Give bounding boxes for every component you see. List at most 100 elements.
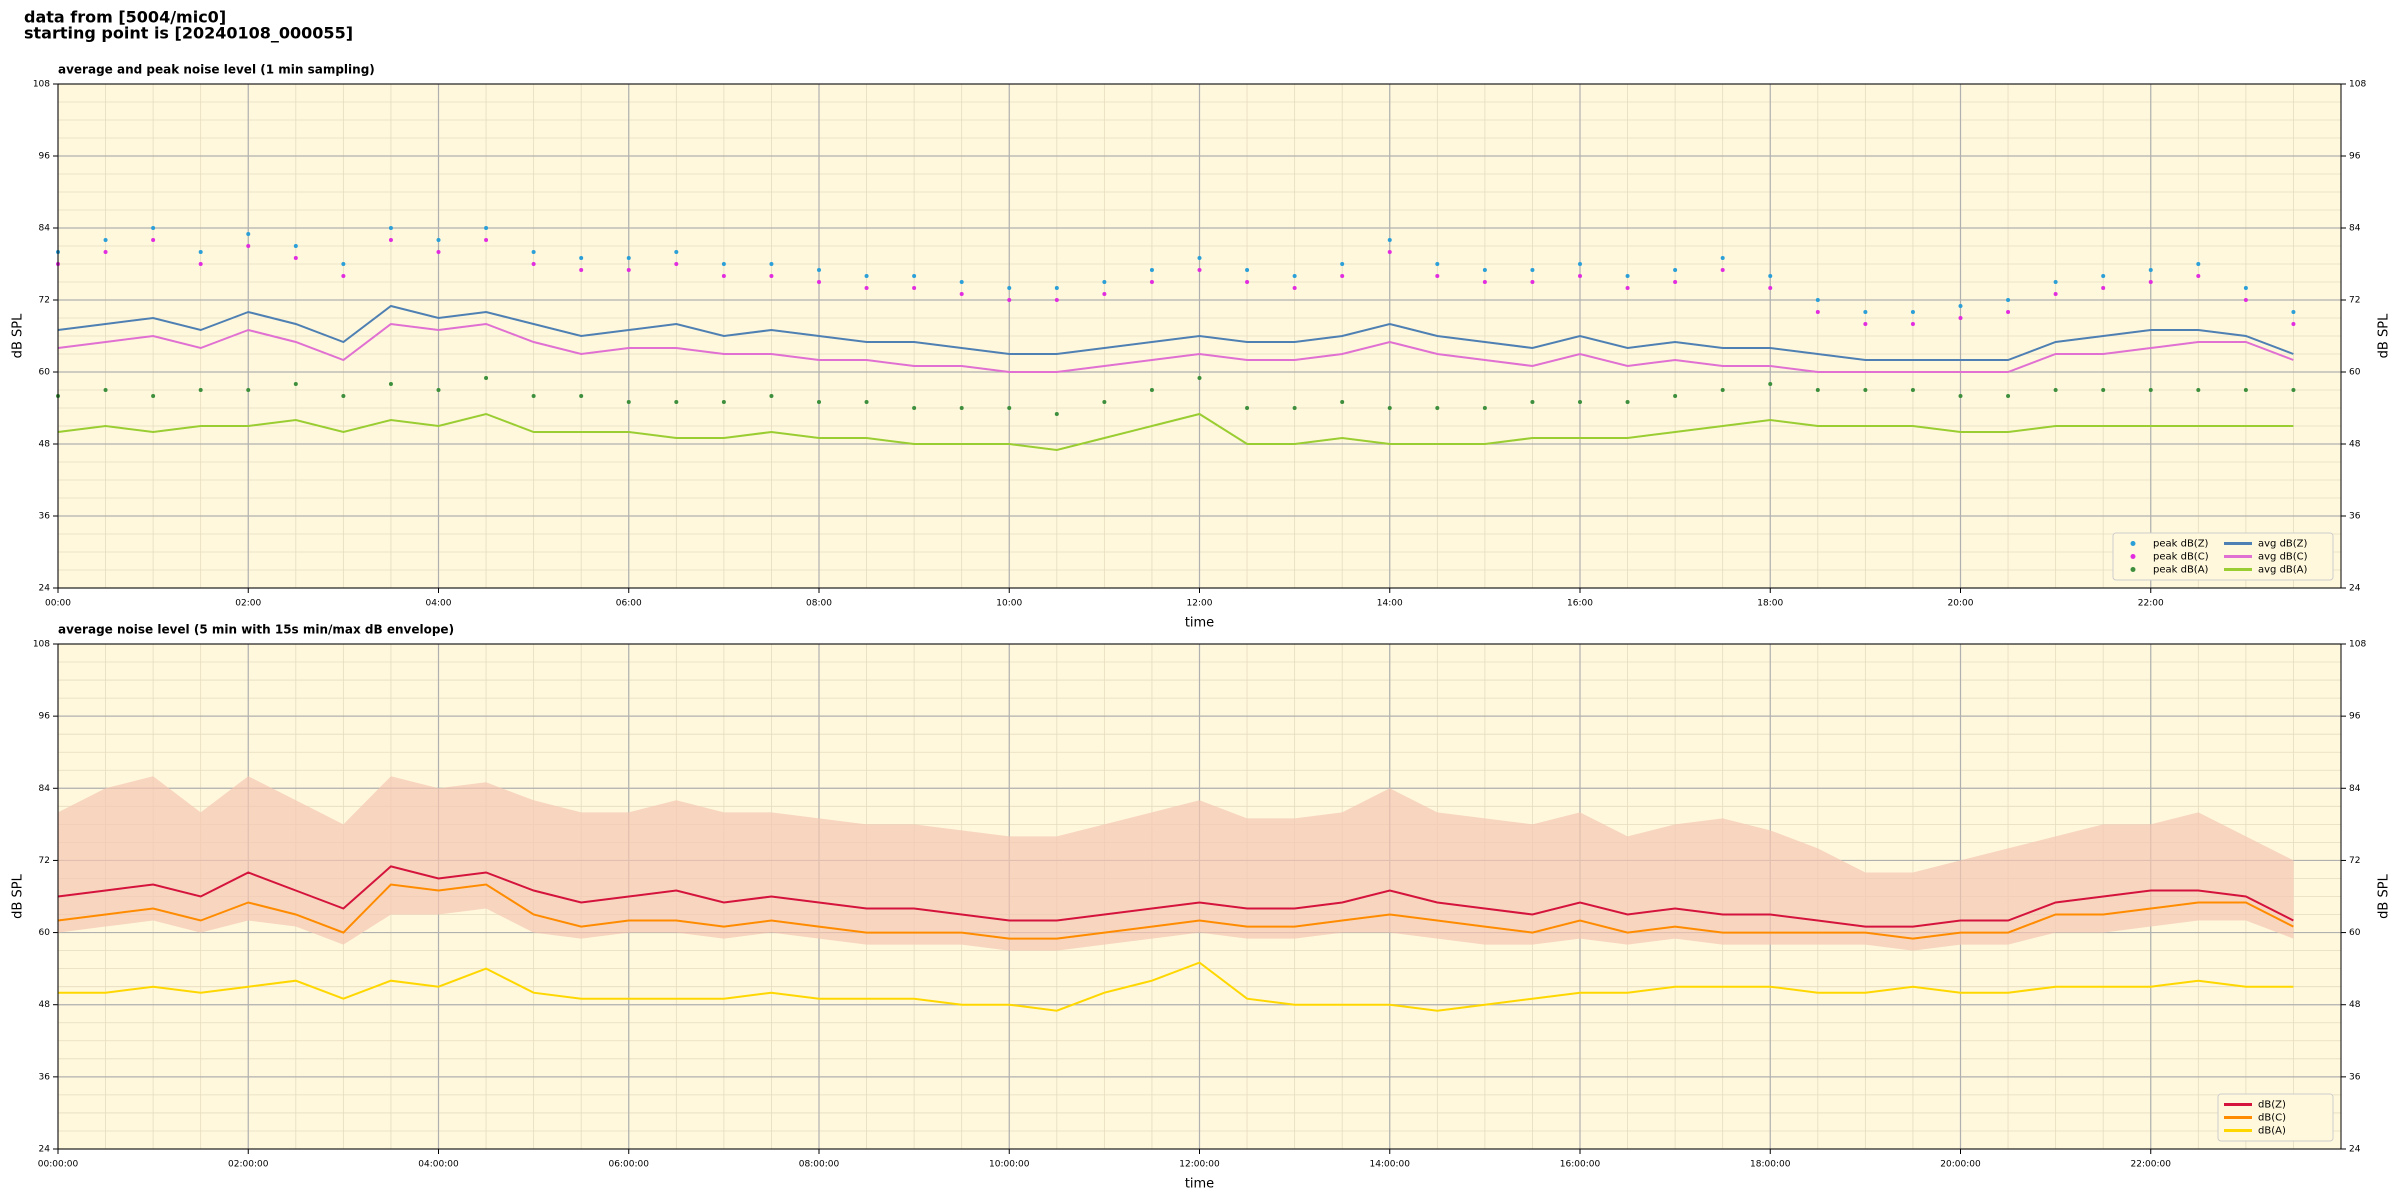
legend-label: avg dB(Z)	[2258, 539, 2308, 550]
peak-dot	[1149, 388, 1154, 392]
peak-dot	[2196, 262, 2201, 266]
peak-dot	[674, 262, 679, 266]
legend-label: avg dB(C)	[2258, 552, 2308, 563]
x-tick-label: 10:00	[996, 599, 1022, 609]
legend-label: peak dB(C)	[2153, 552, 2209, 563]
y2-tick-label: 36	[2349, 1072, 2361, 1082]
peak-dot	[1578, 274, 1582, 278]
peak-dot	[1197, 376, 1202, 380]
peak-dot	[1815, 388, 1820, 392]
peak-dot	[959, 280, 964, 284]
envelope	[58, 776, 2294, 951]
peak-dot	[151, 226, 156, 230]
legend-swatch	[2130, 567, 2136, 572]
peak-dot	[1007, 406, 1012, 410]
peak-dot	[579, 394, 584, 398]
legend-label: dB(A)	[2258, 1126, 2286, 1137]
peak-dot	[246, 244, 251, 248]
legend-label: peak dB(Z)	[2153, 539, 2209, 550]
peak-dot	[817, 268, 821, 272]
peak-dot	[531, 262, 536, 266]
x-tick-label: 20:00	[1948, 599, 1974, 609]
peak-dot	[626, 256, 631, 260]
peak-dot	[1482, 406, 1487, 410]
peak-dot	[1292, 406, 1297, 410]
peak-dot	[864, 400, 869, 404]
peak-dot	[103, 238, 108, 242]
peak-dot	[293, 382, 298, 386]
peak-dot	[1102, 280, 1107, 284]
peak-dot	[769, 262, 774, 266]
x-tick-label: 12:00:00	[1179, 1160, 1220, 1170]
peak-dot	[1673, 280, 1678, 284]
peak-dot	[246, 388, 251, 392]
peak-dot	[817, 280, 821, 284]
peak-dot	[2148, 388, 2153, 392]
peak-dot	[2291, 310, 2296, 314]
series-line	[57, 412, 2294, 452]
peak-dot	[1387, 238, 1392, 242]
header-line: starting point is [20240108_000055]	[24, 24, 353, 43]
peak-dot	[1245, 406, 1250, 410]
y-tick-label: 96	[39, 712, 51, 722]
peak-dot	[674, 400, 679, 404]
y-tick-label: 108	[33, 640, 50, 650]
y-tick-label: 24	[39, 584, 51, 594]
y2-tick-label: 24	[2349, 584, 2361, 594]
y2-tick-label: 108	[2349, 80, 2366, 90]
legend-label: dB(C)	[2258, 1113, 2286, 1124]
y-tick-label: 24	[39, 1145, 51, 1155]
y2-tick-label: 96	[2349, 712, 2361, 722]
peak-dot	[1245, 268, 1250, 272]
peak-dot	[1149, 280, 1154, 284]
peak-dot	[151, 238, 156, 242]
peak-dot	[293, 256, 298, 260]
legend-label: dB(Z)	[2258, 1100, 2286, 1111]
x-tick-label: 06:00:00	[609, 1160, 650, 1170]
peak-dot	[1768, 286, 1773, 290]
peak-dot	[1720, 268, 1725, 272]
series-line	[58, 961, 2294, 1012]
peak-dot	[721, 262, 726, 266]
peak-dot	[341, 274, 346, 278]
peak-dot	[721, 400, 726, 404]
x-tick-label: 02:00	[235, 599, 261, 609]
x-tick-label: 04:00:00	[418, 1160, 459, 1170]
peak-dot	[151, 394, 156, 398]
peak-dot	[2291, 388, 2296, 392]
peak-dot	[1340, 274, 1345, 278]
peak-dot	[484, 226, 489, 230]
peak-dot	[1863, 388, 1868, 392]
peak-dot	[341, 262, 346, 266]
peak-dot	[912, 274, 917, 278]
x-tick-label: 18:00	[1757, 599, 1783, 609]
peak-dot	[1720, 256, 1725, 260]
peak-dot	[1245, 280, 1250, 284]
y-tick-label: 60	[39, 928, 51, 938]
peak-dot	[912, 406, 917, 410]
y-tick-label: 72	[39, 296, 50, 306]
peak-dot	[198, 262, 203, 266]
peak-dot	[1435, 406, 1440, 410]
peak-dot	[2148, 268, 2153, 272]
x-tick-label: 22:00	[2138, 599, 2164, 609]
peak-dot	[2196, 274, 2201, 278]
peak-dot	[1720, 388, 1725, 392]
peak-dot	[1625, 274, 1630, 278]
peak-dot	[1054, 286, 1059, 290]
peak-dot	[1007, 298, 1012, 302]
peak-dot	[1435, 262, 1440, 266]
peak-dot	[246, 232, 251, 236]
peak-dot	[2196, 388, 2201, 392]
peak-dot	[388, 226, 393, 230]
peak-dot	[1292, 286, 1297, 290]
y-tick-label: 36	[39, 512, 51, 522]
peak-dot	[1768, 274, 1773, 278]
series-line	[57, 322, 2294, 373]
peak-dot	[721, 274, 726, 278]
chart-title: average and peak noise level (1 min samp…	[58, 63, 375, 77]
series-line	[57, 865, 2294, 928]
peak-dot	[626, 400, 631, 404]
y2-tick-label: 48	[2349, 440, 2361, 450]
peak-dot	[436, 388, 441, 392]
